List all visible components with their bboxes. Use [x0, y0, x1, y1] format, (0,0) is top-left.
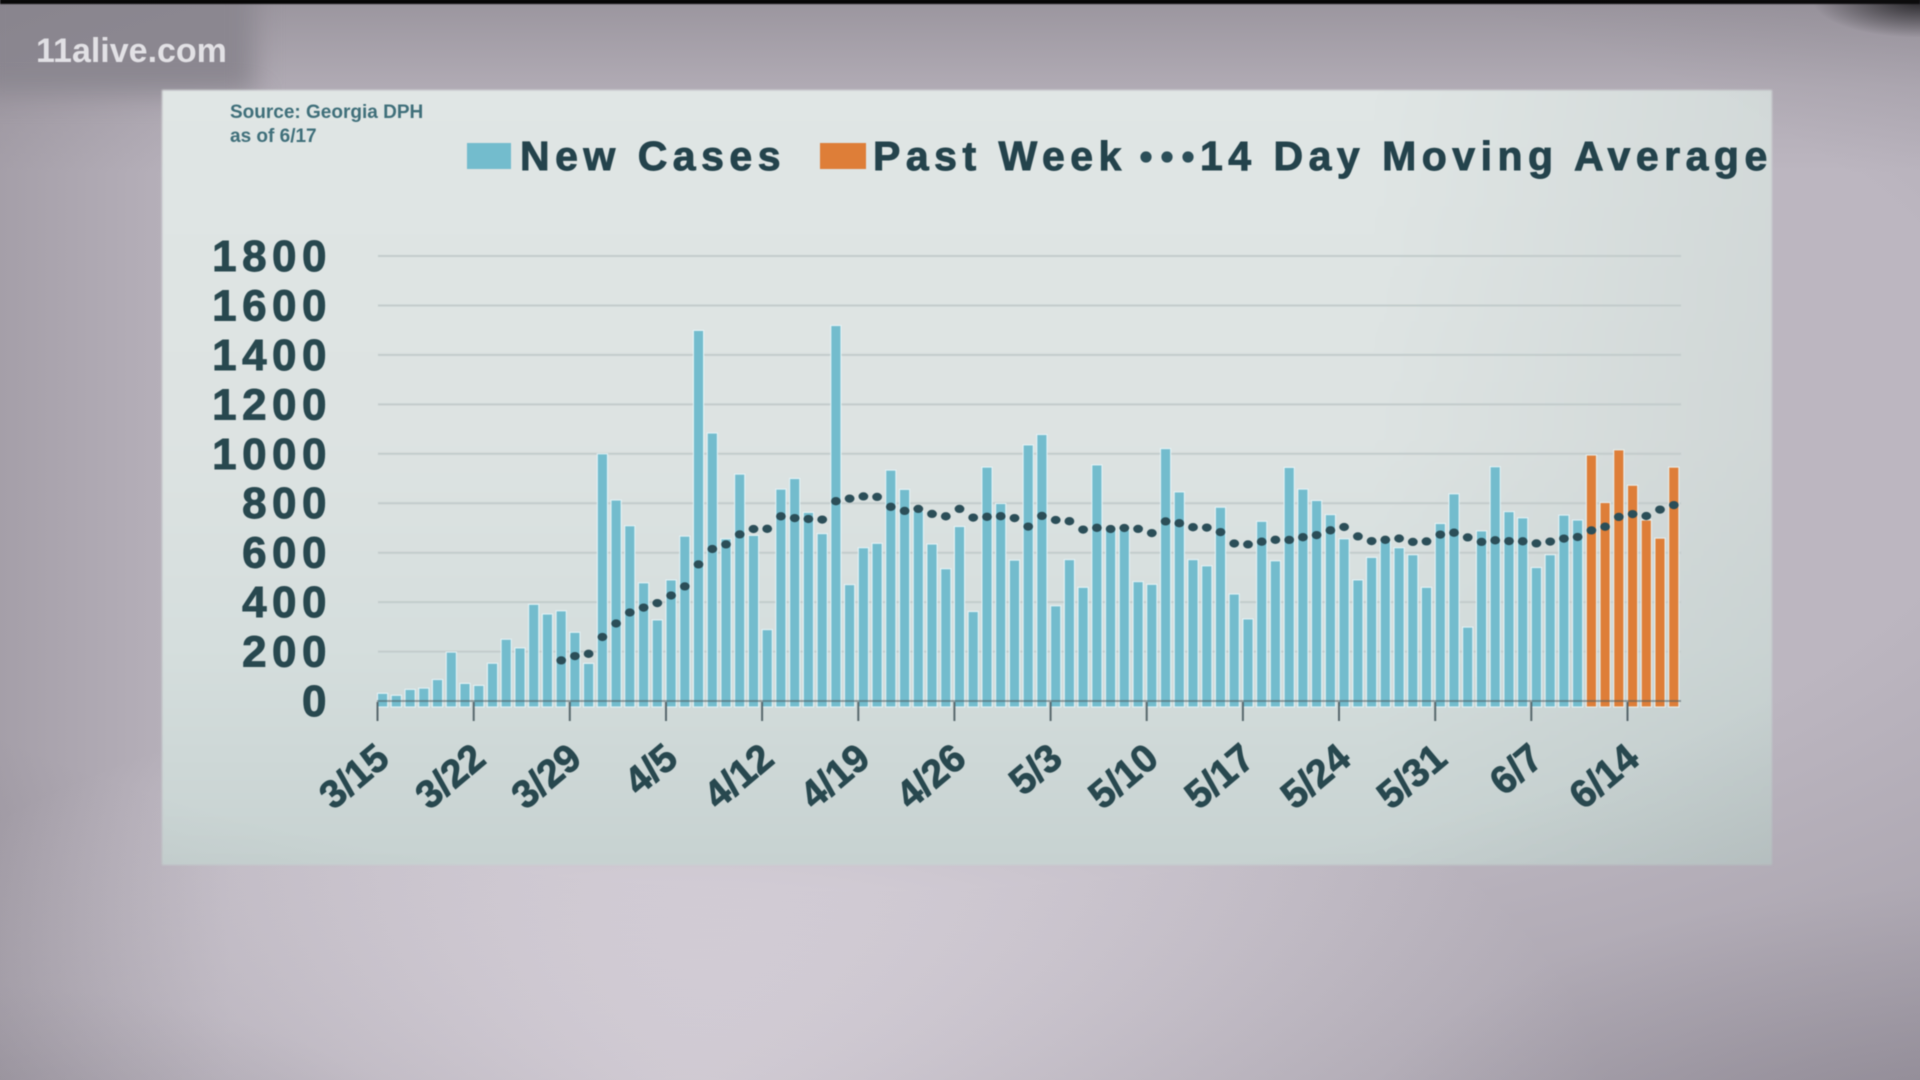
svg-text:1200: 1200	[212, 380, 332, 429]
svg-text:4/5: 4/5	[617, 736, 686, 804]
svg-text:800: 800	[242, 479, 332, 528]
svg-text:1800: 1800	[212, 232, 332, 281]
svg-text:3/15: 3/15	[311, 736, 397, 818]
svg-text:1600: 1600	[212, 282, 332, 331]
svg-text:5/24: 5/24	[1273, 736, 1359, 818]
svg-text:14 Day Moving Average: 14 Day Moving Average	[1200, 133, 1773, 179]
svg-text:as of 6/17: as of 6/17	[230, 126, 317, 147]
svg-text:Past Week: Past Week	[873, 133, 1127, 179]
svg-text:6/14: 6/14	[1561, 736, 1647, 818]
svg-text:1000: 1000	[212, 430, 332, 479]
svg-text:Source: Georgia DPH: Source: Georgia DPH	[230, 102, 423, 123]
svg-text:3/22: 3/22	[408, 736, 494, 818]
svg-text:5/10: 5/10	[1081, 736, 1167, 818]
svg-text:200: 200	[242, 628, 332, 677]
svg-text:5/3: 5/3	[1001, 736, 1070, 804]
svg-text:5/17: 5/17	[1177, 736, 1263, 818]
svg-text:New Cases: New Cases	[520, 133, 786, 179]
svg-text:400: 400	[242, 578, 332, 627]
svg-text:0: 0	[302, 677, 332, 726]
svg-text:1400: 1400	[212, 331, 332, 380]
svg-text:11alive.com: 11alive.com	[36, 32, 227, 70]
svg-text:4/12: 4/12	[696, 736, 782, 818]
svg-text:5/31: 5/31	[1369, 736, 1455, 818]
svg-text:3/29: 3/29	[504, 736, 590, 818]
svg-text:4/19: 4/19	[792, 736, 878, 818]
svg-text:6/7: 6/7	[1482, 736, 1551, 804]
svg-text:4/26: 4/26	[888, 736, 974, 818]
svg-text:600: 600	[242, 529, 332, 578]
